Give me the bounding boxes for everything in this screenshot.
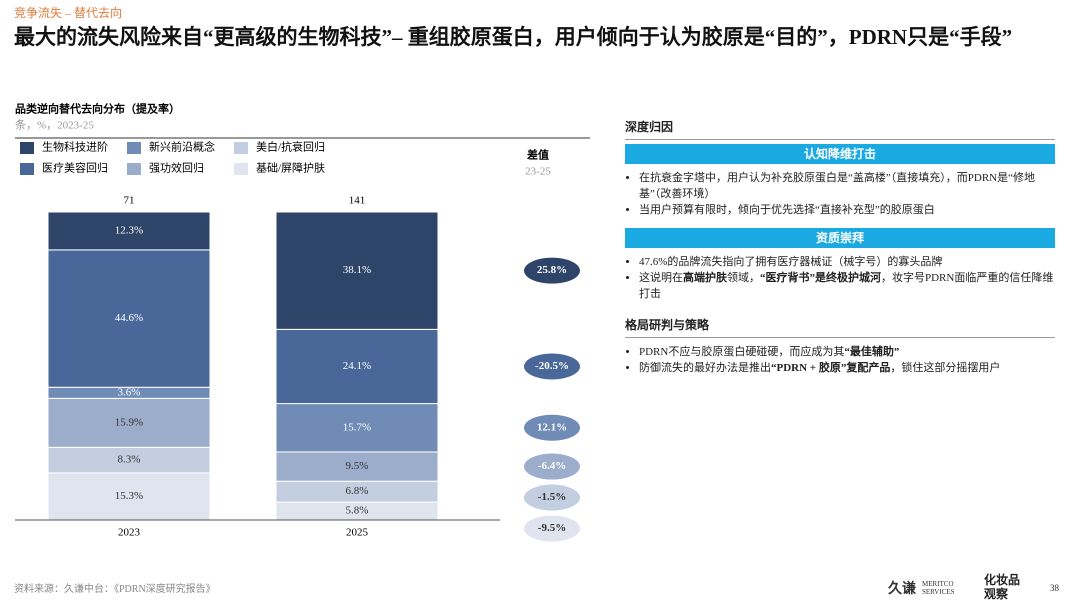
value-label: 12.3% (115, 224, 143, 236)
diff-subtitle: 23-25 (525, 166, 551, 178)
chart-subtitle: 条，%，2023-25 (15, 118, 94, 132)
sections: 认知降维打击在抗衰金字塔中，用户认为补充胶原蛋白是“盖高楼”（直接填充），而PD… (625, 144, 1055, 302)
bar-segment (47, 472, 211, 521)
source: 资料来源：久谦中台：《PDRN深度研究报告》 (14, 584, 216, 595)
value-label: 8.3% (118, 454, 141, 466)
chart-title: 品类逆向替代去向分布（提及率） (15, 102, 180, 116)
bullet-text: 这说明在 (639, 272, 683, 284)
value-label: 15.9% (115, 416, 143, 428)
legend-swatch (234, 163, 248, 175)
x-tick-label: 2023 (118, 527, 141, 539)
legend-label: 基础/屏障护肤 (256, 161, 325, 175)
bullet-text: “最佳辅助” (844, 346, 900, 358)
value-label: 15.3% (115, 490, 143, 502)
bar-segment (47, 397, 211, 448)
value-label: 6.8% (346, 485, 369, 497)
legend-swatch (20, 163, 34, 175)
legend-swatch (127, 163, 141, 175)
bullet: 当用户预算有限时，倾向于优先选择“直接补充型”的胶原蛋白 (639, 202, 1055, 218)
legend-label: 美白/抗衰回归 (256, 140, 325, 154)
diff-label: -9.5% (538, 522, 566, 534)
strategy-bullets: PDRN不应与胶原蛋白硬碰硬，而应成为其“最佳辅助”防御流失的最好办法是推出“P… (625, 344, 1055, 376)
value-label: 3.6% (118, 386, 141, 398)
logo: 久谦 (888, 582, 916, 597)
diff-bubble (524, 515, 580, 542)
value-label: 38.1% (343, 264, 371, 276)
total-label: 141 (349, 195, 366, 207)
value-label: 24.1% (343, 360, 371, 372)
value-label: 44.6% (115, 312, 143, 324)
bullet-text: 在抗衰金字塔中，用户认为补充胶原蛋白是“盖高楼”（直接填充），而PDRN是“修地… (639, 172, 1035, 200)
legend-swatch (234, 142, 248, 154)
value-label: 9.5% (346, 460, 369, 472)
diff-label: -6.4% (538, 460, 566, 472)
bullet: 这说明在高端护肤领域，“医疗背书”是终极护城河，妆字号PDRN面临严重的信任降维… (639, 270, 1055, 302)
bullet-text: 当用户预算有限时，倾向于优先选择“直接补充型”的胶原蛋白 (639, 204, 935, 216)
diff-bubble (524, 484, 580, 511)
diff-bubble (524, 453, 580, 480)
bullet-text: ，妆字号PDRN面临严重的信任降维打击 (639, 272, 1054, 300)
panel-heading: 深度归因 (625, 118, 1055, 140)
logo: 化妆品观察 (984, 573, 1021, 601)
legend-label: 生物科技进阶 (42, 140, 108, 154)
bullet-text: “PDRN + 胶原”复配产品 (771, 362, 891, 374)
bullet-text: ，锁住这部分摇摆用户 (890, 362, 1001, 374)
legend-swatch (20, 142, 34, 154)
diff-bubble (524, 353, 580, 380)
bullet: 在抗衰金字塔中，用户认为补充胶原蛋白是“盖高楼”（直接填充），而PDRN是“修地… (639, 170, 1055, 202)
bar-segment (47, 211, 211, 251)
legend-swatch (127, 142, 141, 154)
diff-label: -1.5% (538, 491, 566, 503)
bullet-text: 领域， (727, 272, 760, 284)
total-label: 71 (124, 195, 135, 207)
legend-label: 医疗美容回归 (42, 161, 108, 175)
legend-label: 强功效回归 (149, 161, 204, 175)
bullet: PDRN不应与胶原蛋白硬碰硬，而应成为其“最佳辅助” (639, 344, 1055, 360)
bar-segment (275, 211, 439, 330)
diff-label: -20.5% (535, 360, 569, 372)
diff-title: 差值 (527, 148, 549, 162)
diff-label: 25.8% (537, 264, 567, 276)
legend-label: 新兴前沿概念 (149, 140, 215, 154)
bullet-text: “医疗背书”是终极护城河 (760, 272, 881, 284)
section-banner: 资质崇拜 (625, 228, 1055, 248)
bar-segment (275, 403, 439, 453)
section-banner: 认知降维打击 (625, 144, 1055, 164)
value-label: 15.7% (343, 421, 371, 433)
bullet-text: 47.6%的品牌流失指向了拥有医疗器械证（械字号）的寡头品牌 (639, 256, 943, 268)
x-tick-label: 2025 (346, 527, 369, 539)
section-bullets: 47.6%的品牌流失指向了拥有医疗器械证（械字号）的寡头品牌这说明在高端护肤领域… (625, 254, 1055, 302)
bullet: 47.6%的品牌流失指向了拥有医疗器械证（械字号）的寡头品牌 (639, 254, 1055, 270)
logo: MERITCO SERVICES (922, 580, 955, 596)
section-bullets: 在抗衰金字塔中，用户认为补充胶原蛋白是“盖高楼”（直接填充），而PDRN是“修地… (625, 170, 1055, 218)
bullet-text: 高端护肤 (683, 272, 727, 284)
panel: 深度归因 认知降维打击在抗衰金字塔中，用户认为补充胶原蛋白是“盖高楼”（直接填充… (625, 118, 1055, 386)
value-label: 5.8% (346, 505, 369, 517)
slide-title: 最大的流失风险来自“更高级的生物科技”– 重组胶原蛋白，用户倾向于认为胶原是“目… (14, 25, 1013, 49)
bar-segment (275, 328, 439, 405)
strategy-heading: 格局研判与策略 (625, 316, 1055, 338)
bullet-text: PDRN不应与胶原蛋白硬碰硬，而应成为其 (639, 346, 845, 358)
diff-label: 12.1% (537, 421, 567, 433)
section-label: 竞争流失 – 替代去向 (14, 6, 123, 20)
bullet: 防御流失的最好办法是推出“PDRN + 胶原”复配产品，锁住这部分摇摆用户 (639, 360, 1055, 376)
diff-bubble (524, 414, 580, 441)
bullet-text: 防御流失的最好办法是推出 (639, 362, 771, 374)
bar-segment (47, 249, 211, 388)
diff-bubble (524, 257, 580, 284)
page-number: 38 (1050, 583, 1059, 593)
